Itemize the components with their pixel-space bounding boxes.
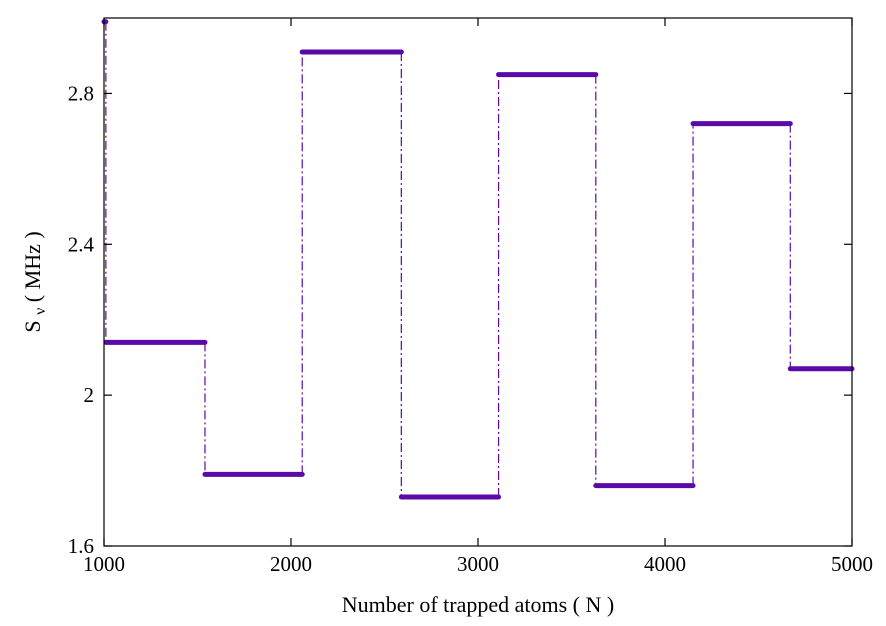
step-connectors bbox=[105, 21, 791, 497]
y-tick-label: 2 bbox=[84, 383, 95, 407]
x-tick-label: 2000 bbox=[270, 552, 312, 576]
y-axis-label-unit: ( MHz ) bbox=[20, 231, 45, 302]
y-tick-label: 2.8 bbox=[68, 81, 94, 105]
plot-frame bbox=[103, 17, 853, 547]
y-tick-label: 1.6 bbox=[68, 534, 94, 558]
x-tick-label: 3000 bbox=[457, 552, 499, 576]
x-tick-label: 5000 bbox=[831, 552, 873, 576]
x-tick-label: 4000 bbox=[644, 552, 686, 576]
y-tick-labels: 1.6 2 2.4 2.8 bbox=[68, 81, 95, 558]
x-tick-label: 1000 bbox=[83, 552, 125, 576]
x-tick-labels: 1000 2000 3000 4000 5000 bbox=[83, 552, 873, 576]
x-axis-label: Number of trapped atoms ( N ) bbox=[342, 592, 614, 617]
data-series bbox=[101, 19, 855, 500]
svg-text:S ν ( MHz ): S ν ( MHz ) bbox=[20, 231, 49, 332]
y-axis-label-subscript: ν bbox=[32, 308, 49, 315]
y-tick-label: 2.4 bbox=[68, 232, 95, 256]
y-axis-label: S ν ( MHz ) bbox=[20, 231, 49, 332]
y-axis-label-main: S bbox=[20, 320, 45, 332]
